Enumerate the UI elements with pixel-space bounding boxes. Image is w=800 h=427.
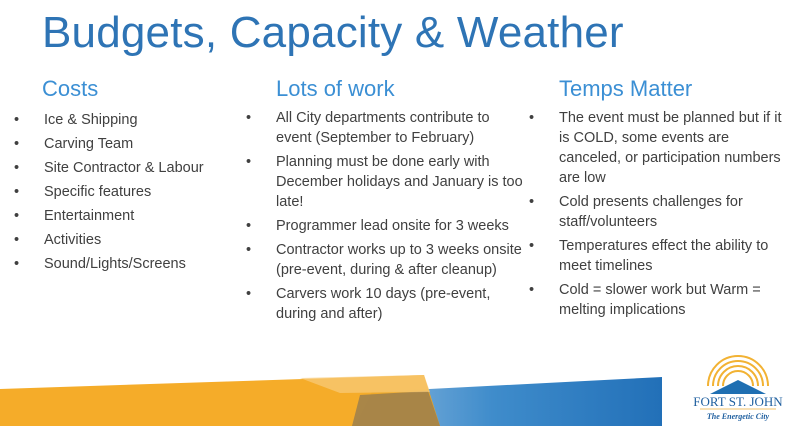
list-item: Entertainment <box>14 206 204 226</box>
list-item: Sound/Lights/Screens <box>14 254 204 274</box>
list-item: Carving Team <box>14 134 204 154</box>
overlap-band <box>352 391 440 426</box>
list-item: Specific features <box>14 182 204 202</box>
slide-title: Budgets, Capacity & Weather <box>42 8 624 57</box>
costs-column: Costs Ice & Shipping Carving Team Site C… <box>14 76 204 278</box>
list-item: All City departments contribute to event… <box>246 108 526 148</box>
list-item: Cold presents challenges for staff/volun… <box>529 192 794 232</box>
list-item: Cold = slower work but Warm = melting im… <box>529 280 794 320</box>
orange-highlight <box>300 375 430 393</box>
list-item: Activities <box>14 230 204 250</box>
column-heading: Temps Matter <box>559 76 693 101</box>
temps-column: Temps Matter The event must be planned b… <box>529 76 794 324</box>
list-item: Site Contractor & Labour <box>14 158 204 178</box>
list-item: Contractor works up to 3 weeks onsite (p… <box>246 240 526 280</box>
list-item: Carvers work 10 days (pre-event, during … <box>246 284 526 324</box>
svg-text:FORT ST. JOHN: FORT ST. JOHN <box>693 394 783 409</box>
list-item: The event must be planned but if it is C… <box>529 108 794 188</box>
list-item: Ice & Shipping <box>14 110 204 130</box>
fort-st-john-logo: FORT ST. JOHN The Energetic City <box>688 350 788 422</box>
list-item: Programmer lead onsite for 3 weeks <box>246 216 526 236</box>
column-heading: Costs <box>42 76 99 101</box>
column-heading: Lots of work <box>276 76 395 101</box>
list-item: Temperatures effect the ability to meet … <box>529 236 794 276</box>
work-column: Lots of work All City departments contri… <box>246 76 526 328</box>
svg-text:The Energetic City: The Energetic City <box>707 412 770 421</box>
list-item: Planning must be done early with Decembe… <box>246 152 526 212</box>
